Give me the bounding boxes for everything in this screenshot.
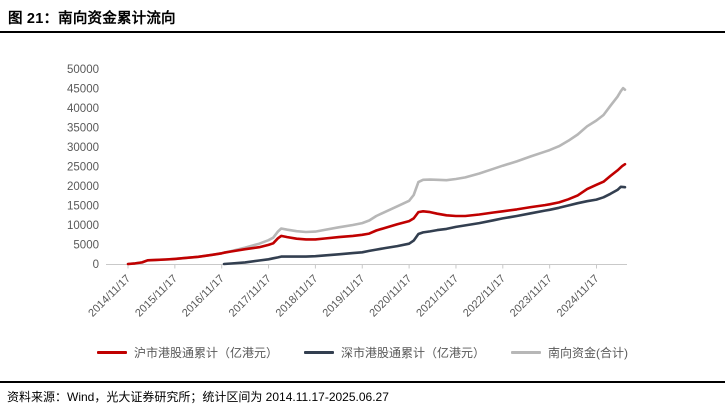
chart-legend: 沪市港股通累计（亿港元） 深市港股通累计（亿港元） 南向资金(合计) bbox=[0, 344, 725, 361]
legend-item-sh-connect: 沪市港股通累计（亿港元） bbox=[96, 344, 278, 361]
y-axis-tick-label: 25000 bbox=[67, 162, 99, 174]
x-axis-tick-label: 2021/11/17 bbox=[414, 273, 461, 320]
legend-item-total: 南向资金(合计) bbox=[511, 344, 628, 361]
y-axis-tick-label: 20000 bbox=[67, 181, 99, 193]
x-axis-tick-label: 2014/11/17 bbox=[86, 273, 133, 320]
y-axis-tick-label: 40000 bbox=[67, 103, 99, 115]
y-axis-tick-label: 15000 bbox=[67, 201, 99, 213]
x-axis-tick-label: 2024/11/17 bbox=[555, 273, 602, 320]
x-axis-tick-label: 2019/11/17 bbox=[321, 273, 368, 320]
line-chart: 0 5000 10000 15000 20000 25000 30000 35000 40000… bbox=[0, 33, 725, 378]
y-axis-tick-label: 0 bbox=[93, 259, 99, 271]
y-axis-tick-label: 10000 bbox=[67, 220, 99, 232]
legend-line-swatch-navy bbox=[304, 351, 334, 354]
y-axis-tick-label: 35000 bbox=[67, 123, 99, 135]
x-axis-tick-label: 2017/11/17 bbox=[227, 273, 274, 320]
series-line-1 bbox=[222, 185, 627, 266]
y-axis-tick-label: 50000 bbox=[67, 64, 99, 76]
legend-label: 南向资金(合计) bbox=[548, 346, 629, 360]
figure-title: 图 21：南向资金累计流向 bbox=[8, 11, 176, 27]
x-axis-tick-label: 2020/11/17 bbox=[367, 273, 414, 320]
x-axis-tick-label: 2015/11/17 bbox=[133, 273, 180, 320]
footer-divider bbox=[0, 381, 725, 383]
legend-label: 深市港股通累计（亿港元） bbox=[341, 346, 486, 360]
x-axis-tick-label: 2022/11/17 bbox=[461, 273, 508, 320]
y-axis-tick-label: 45000 bbox=[67, 84, 99, 96]
x-axis-tick-label: 2016/11/17 bbox=[180, 273, 227, 320]
legend-label: 沪市港股通累计（亿港元） bbox=[133, 346, 278, 360]
chart-canvas: 0 5000 10000 15000 20000 25000 30000 35000 40000… bbox=[67, 64, 627, 320]
x-axis-tick-label: 2018/11/17 bbox=[274, 273, 321, 320]
legend-item-sz-connect: 深市港股通累计（亿港元） bbox=[304, 344, 485, 361]
series-line-2 bbox=[126, 86, 627, 266]
data-source-note: 资料来源：Wind，光大证券研究所；统计区间为 2014.11.17-2025.… bbox=[7, 390, 389, 404]
y-axis-tick-label: 5000 bbox=[73, 240, 99, 252]
legend-line-swatch-red bbox=[96, 351, 127, 354]
legend-line-swatch-gray bbox=[511, 351, 542, 354]
series-line-0 bbox=[126, 162, 627, 266]
x-axis-tick-label: 2023/11/17 bbox=[508, 273, 555, 320]
y-axis-tick-label: 30000 bbox=[67, 142, 99, 154]
title-divider bbox=[0, 31, 725, 33]
